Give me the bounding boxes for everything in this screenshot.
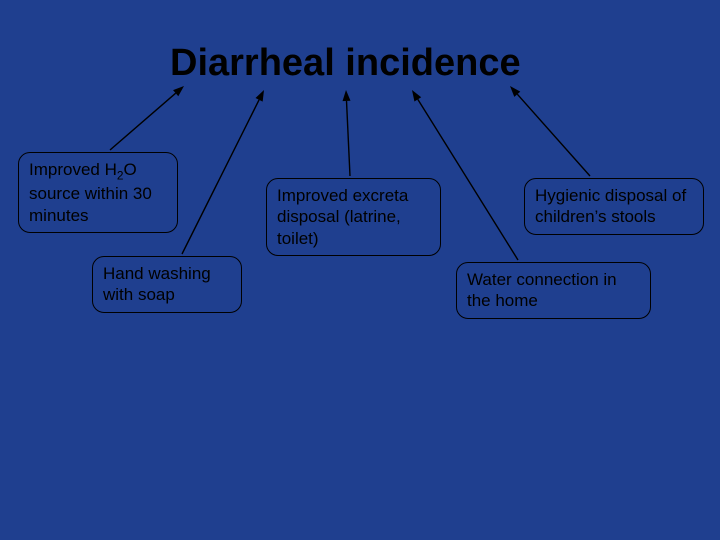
slide-title: Diarrheal incidence [170,42,521,85]
box-improved-water-source: Improved H2O source within 30 minutes [18,152,178,233]
box-hand-washing: Hand washing with soap [92,256,242,313]
box-improved-excreta-disposal: Improved excreta disposal (latrine, toil… [266,178,441,256]
box-water-connection-home: Water connection in the home [456,262,651,319]
box-hygienic-disposal-stools: Hygienic disposal of children’s stools [524,178,704,235]
